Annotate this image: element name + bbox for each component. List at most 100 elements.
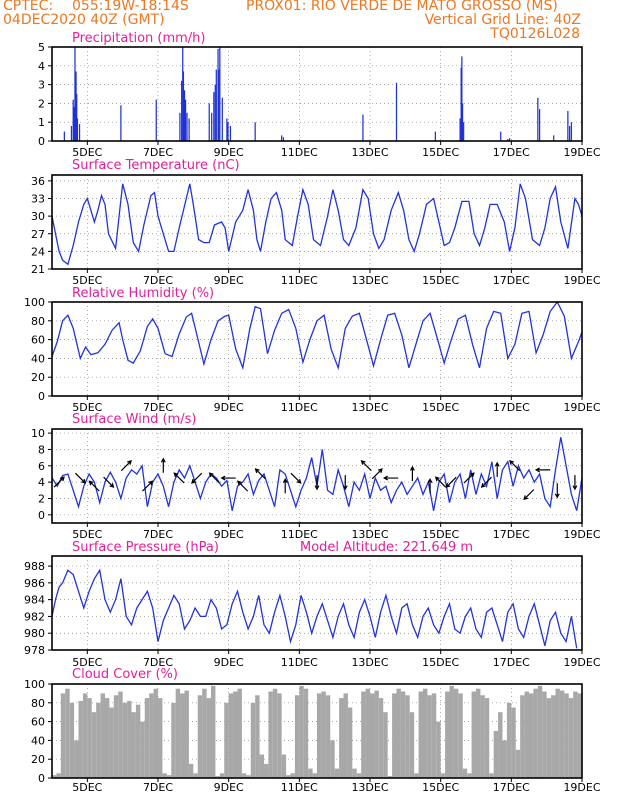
y-tick-label: 40 bbox=[31, 352, 45, 365]
x-tick-label: 13DEC bbox=[351, 401, 388, 414]
wind-vector-arrow bbox=[237, 480, 249, 492]
y-tick-label: 980 bbox=[24, 627, 45, 640]
x-tick-label: 15DEC bbox=[422, 274, 459, 287]
x-tick-label: 7DEC bbox=[143, 146, 173, 159]
x-tick-label: 5DEC bbox=[72, 781, 102, 794]
precip-bar bbox=[507, 139, 509, 141]
wind-vector-arrow bbox=[382, 475, 399, 481]
cloud-bar bbox=[140, 721, 145, 778]
cloud-bar bbox=[241, 773, 247, 778]
precip-bar bbox=[211, 112, 213, 141]
precip-bar bbox=[184, 99, 187, 141]
cloud-bar bbox=[374, 690, 379, 778]
cloud-bar bbox=[330, 740, 335, 778]
x-tick-label: 19DEC bbox=[563, 781, 600, 794]
cloud-bar bbox=[52, 775, 57, 778]
cloud-bar bbox=[158, 698, 163, 778]
wind-vector-arrow bbox=[409, 465, 415, 481]
y-tick-label: 978 bbox=[24, 644, 45, 657]
cloud-bar bbox=[118, 691, 123, 778]
cloud-bar bbox=[467, 773, 472, 778]
cloud-bar bbox=[546, 698, 552, 778]
cloud-bar bbox=[264, 763, 269, 778]
panel1-background bbox=[52, 47, 582, 141]
cloud-bar bbox=[317, 693, 322, 778]
wind-vector-arrow bbox=[534, 467, 551, 473]
header-source: CPTEC: bbox=[3, 0, 54, 14]
wind-vector-arrow bbox=[480, 476, 492, 488]
x-tick-label: 11DEC bbox=[281, 146, 318, 159]
header-coords: 055:19W-18:14S bbox=[72, 0, 189, 14]
x-tick-label: 17DEC bbox=[493, 274, 530, 287]
precip-bar bbox=[219, 47, 221, 141]
wind-vector-arrow bbox=[88, 480, 100, 492]
cloud-bar bbox=[352, 768, 357, 778]
cloud-bar bbox=[551, 695, 556, 778]
cloud-bar bbox=[564, 693, 569, 778]
precip-bar bbox=[362, 114, 364, 141]
cloud-bar bbox=[325, 695, 331, 778]
y-tick-label: 1 bbox=[38, 116, 45, 129]
wind-vector-arrow bbox=[445, 476, 457, 488]
cloud-bar bbox=[573, 691, 578, 778]
precip-bar bbox=[500, 131, 502, 141]
cloud-bar bbox=[520, 695, 525, 778]
cloud-bar bbox=[100, 693, 105, 778]
y-tick-label: 40 bbox=[31, 734, 45, 747]
y-tick-label: 10 bbox=[31, 427, 45, 440]
precip-bar bbox=[229, 125, 232, 141]
precip-bar bbox=[508, 138, 511, 141]
cloud-bar bbox=[78, 700, 83, 778]
cloud-bar bbox=[502, 740, 507, 778]
y-tick-label: 60 bbox=[31, 716, 45, 729]
precip-bar bbox=[120, 105, 122, 141]
wind-vector-arrow bbox=[254, 468, 266, 480]
cloud-bar bbox=[436, 721, 441, 778]
wind-vector-arrow bbox=[463, 472, 475, 484]
y-tick-label: 988 bbox=[24, 560, 45, 573]
cloud-bar bbox=[211, 685, 216, 778]
cloud-bar bbox=[312, 773, 317, 778]
x-tick-label: 5DEC bbox=[72, 528, 102, 541]
wind-vector-arrow bbox=[434, 476, 446, 488]
cloud-bar bbox=[396, 688, 401, 778]
precip-bar bbox=[459, 118, 461, 141]
y-tick-label: 2 bbox=[38, 97, 45, 110]
precip-bar bbox=[63, 131, 65, 141]
cloud-bar bbox=[82, 693, 88, 778]
cloud-bar bbox=[105, 698, 110, 778]
x-tick-label: 7DEC bbox=[143, 528, 173, 541]
cloud-bar bbox=[383, 712, 388, 778]
precip-bar bbox=[213, 92, 215, 141]
cloud-bar bbox=[471, 691, 476, 778]
precip-bar bbox=[76, 118, 79, 141]
precip-bar bbox=[186, 112, 188, 141]
cloud-bar bbox=[286, 775, 291, 778]
y-tick-label: 27 bbox=[31, 228, 45, 241]
cloud-bar bbox=[537, 685, 543, 778]
precip-bar bbox=[188, 118, 190, 141]
panel2-background bbox=[52, 175, 582, 269]
cloud-bar bbox=[171, 702, 176, 778]
precip-bar bbox=[76, 94, 78, 141]
cloud-bar bbox=[476, 688, 481, 778]
cloud-bar bbox=[511, 707, 516, 778]
x-tick-label: 17DEC bbox=[493, 401, 530, 414]
x-tick-label: 5DEC bbox=[72, 401, 102, 414]
y-tick-label: 60 bbox=[31, 334, 45, 347]
x-tick-label: 13DEC bbox=[351, 146, 388, 159]
precip-bar bbox=[179, 112, 181, 141]
x-tick-label: 9DEC bbox=[214, 146, 244, 159]
cloud-bar bbox=[489, 773, 494, 778]
precip-bar bbox=[461, 56, 463, 141]
panel3-background bbox=[52, 302, 582, 396]
x-tick-label: 19DEC bbox=[563, 274, 600, 287]
precip-bar bbox=[155, 99, 157, 141]
cloud-bar bbox=[127, 700, 132, 778]
x-tick-label: 15DEC bbox=[422, 781, 459, 794]
wind-vector-arrow bbox=[120, 459, 132, 472]
x-tick-label: 5DEC bbox=[72, 656, 102, 669]
precip-bar bbox=[218, 69, 220, 141]
cloud-bar bbox=[259, 754, 264, 778]
precip-bar bbox=[214, 84, 216, 141]
